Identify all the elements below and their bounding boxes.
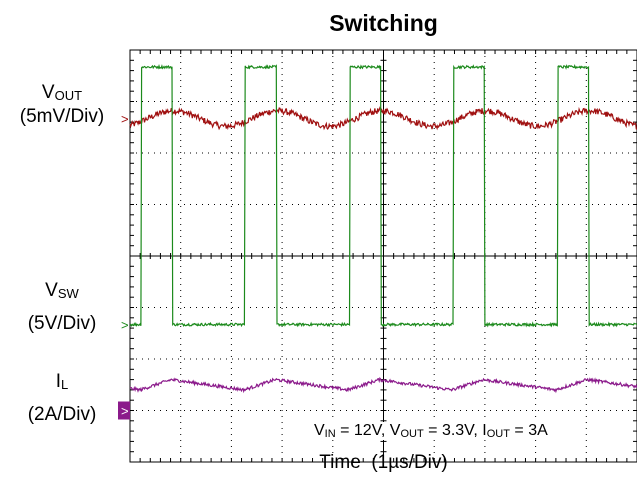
il-label: IL <box>55 371 69 392</box>
il-scale: (2A/Div) <box>27 404 97 425</box>
trace-vsw <box>129 64 637 328</box>
il-ground-marker <box>118 401 130 420</box>
grid <box>129 49 637 463</box>
test-conditions: VIN = 12V, VOUT = 3.3V, IOUT = 3A <box>312 422 550 440</box>
il-marker-glyph: > <box>121 404 129 419</box>
traces <box>129 64 637 394</box>
x-axis-label: Time (1µs/Div) <box>319 452 448 473</box>
vout-label: VOUT <box>41 82 83 103</box>
ground-marker-sw: > <box>121 317 129 332</box>
vsw-scale: (5V/Div) <box>27 313 97 334</box>
channel-markers: > > > <box>118 111 130 420</box>
chart-title: Switching <box>329 10 438 36</box>
vsw-label: VSW <box>45 280 79 301</box>
trace-vout <box>129 106 637 131</box>
trace-il <box>129 376 637 394</box>
ground-marker-out: > <box>121 111 129 126</box>
vout-scale: (5mV/Div) <box>19 106 105 127</box>
